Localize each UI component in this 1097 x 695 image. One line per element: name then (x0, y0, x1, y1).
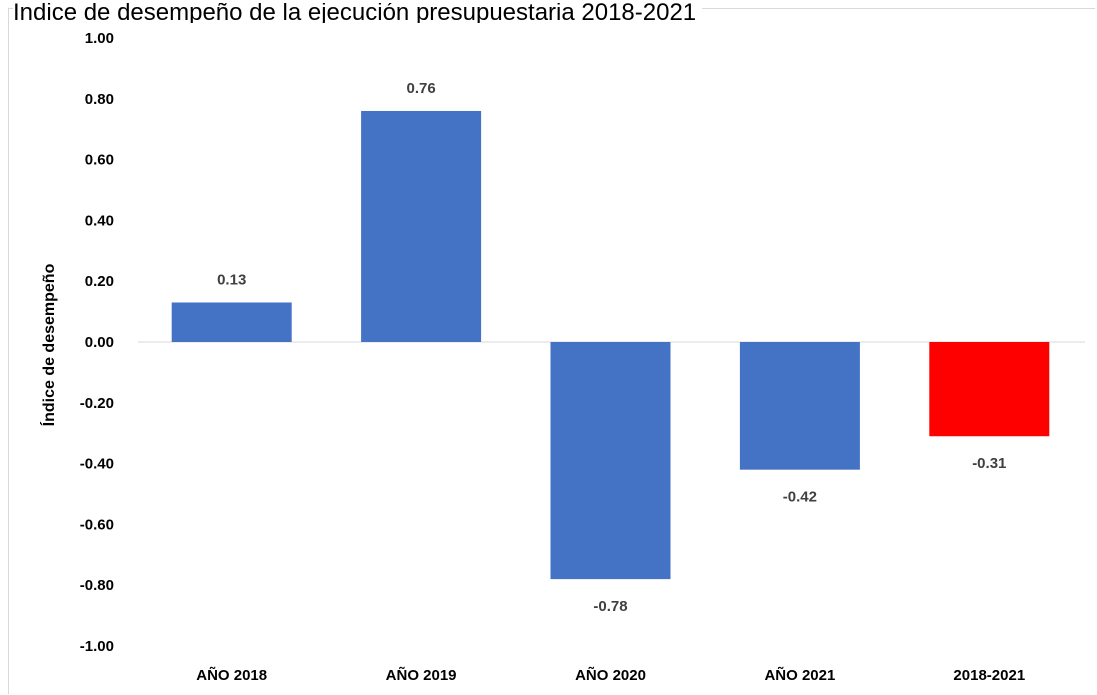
y-tick-label: 1.00 (85, 30, 114, 47)
category-label: AÑO 2019 (386, 666, 457, 684)
data-label: -0.78 (593, 598, 627, 615)
y-tick-label: 0.80 (85, 91, 114, 108)
y-tick-label: 0.20 (85, 273, 114, 290)
bar (550, 342, 671, 580)
category-label: AÑO 2018 (196, 666, 267, 684)
chart-title: Índice de desempeño de la ejecución pres… (13, 3, 703, 23)
bar (171, 302, 292, 342)
bar (739, 342, 860, 470)
y-axis-title: Índice de desempeño (39, 263, 58, 426)
data-label: 0.13 (217, 271, 246, 288)
y-tick-label: 0.00 (85, 334, 114, 351)
category-labels: AÑO 2018 AÑO 2019 AÑO 2020 AÑO 2021 2018-202… (196, 666, 1025, 684)
category-label: AÑO 2021 (764, 666, 835, 684)
y-axis-ticks: 1.00 0.80 0.60 0.40 0.20 0.00 -0.20 -0.40 -0.60 -… (80, 30, 114, 655)
data-label: -0.31 (972, 455, 1006, 472)
bar (929, 342, 1050, 437)
y-tick-label: -1.00 (80, 638, 114, 655)
data-label: 0.76 (406, 80, 435, 97)
chart-frame: Índice de desempeño de la ejecución pres… (8, 3, 1095, 694)
bar (361, 110, 482, 343)
y-tick-label: 0.40 (85, 212, 114, 229)
y-tick-label: 0.60 (85, 152, 114, 169)
category-label: AÑO 2020 (575, 666, 646, 684)
y-tick-label: -0.20 (80, 395, 114, 412)
data-labels: 0.13 0.76 -0.78 -0.42 -0.31 (217, 80, 1006, 615)
data-label: -0.42 (783, 489, 817, 506)
category-label: 2018-2021 (953, 667, 1025, 684)
y-tick-label: -0.60 (80, 516, 114, 533)
bars (171, 110, 1050, 580)
y-tick-label: -0.80 (80, 577, 114, 594)
y-tick-label: -0.40 (80, 456, 114, 473)
